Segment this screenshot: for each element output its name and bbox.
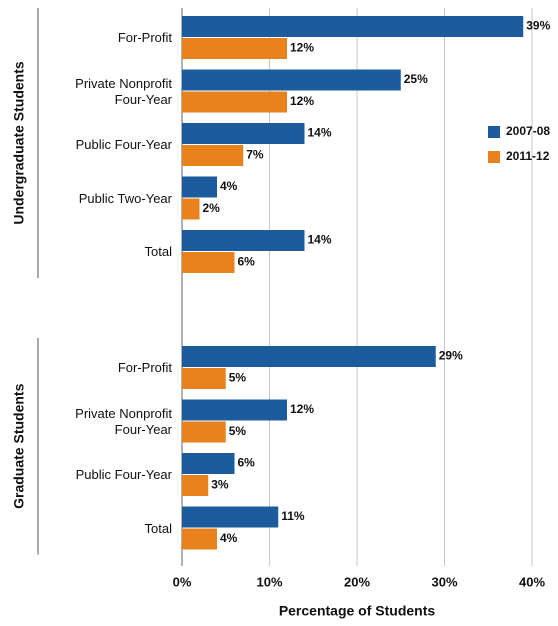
data-label: 39% [526, 19, 550, 33]
bar [182, 346, 436, 367]
bar [182, 230, 305, 251]
group-label: Graduate Students [11, 383, 27, 508]
category-label: Public Four-Year [75, 467, 172, 482]
data-label: 14% [308, 126, 332, 140]
x-tick-label: 10% [256, 574, 282, 589]
x-tick-label: 30% [431, 574, 457, 589]
category-label: Private Nonprofit Four-Year [75, 405, 172, 437]
data-label: 3% [211, 478, 229, 492]
bar [182, 453, 235, 474]
bar [182, 399, 287, 421]
x-axis-label: Percentage of Students [279, 603, 436, 619]
data-label: 4% [220, 179, 238, 193]
x-tick-label: 0% [173, 574, 192, 589]
bar [182, 176, 217, 198]
data-label: 5% [229, 371, 247, 385]
data-label: 29% [439, 349, 463, 363]
data-label: 12% [290, 402, 314, 416]
bar [182, 16, 524, 37]
bar [182, 368, 226, 389]
bar [182, 421, 226, 443]
data-label: 25% [404, 72, 428, 86]
bar [182, 198, 200, 220]
x-tick-label: 40% [519, 574, 545, 589]
x-tick-label: 20% [344, 574, 370, 589]
category-label: Public Four-Year [75, 137, 172, 152]
bar [182, 506, 279, 528]
legend-swatch [488, 126, 500, 138]
bar [182, 69, 401, 91]
bar [182, 252, 235, 273]
bar [182, 528, 217, 550]
category-label: Total [144, 244, 172, 259]
bar [182, 475, 209, 496]
data-label: 4% [220, 531, 238, 545]
bar [182, 145, 244, 166]
data-label: 5% [229, 424, 247, 438]
data-label: 14% [308, 233, 332, 247]
category-label: For-Profit [117, 30, 172, 45]
category-label: For-Profit [117, 360, 172, 375]
category-label: Total [144, 520, 172, 536]
category-label: Private Nonprofit Four-Year [75, 75, 172, 107]
legend-label: 2011-12 [506, 149, 550, 163]
data-label: 6% [238, 255, 256, 269]
data-label: 11% [281, 509, 305, 523]
legend-label: 2007-08 [506, 124, 550, 138]
data-label: 7% [246, 148, 264, 162]
legend-swatch [488, 151, 500, 163]
bar [182, 38, 287, 59]
data-label: 12% [290, 94, 314, 108]
data-label: 6% [238, 456, 256, 470]
group-label: Undergraduate Students [11, 61, 27, 225]
data-label: 12% [290, 41, 314, 55]
bar [182, 123, 305, 144]
category-label: Public Two-Year [78, 190, 172, 206]
bar [182, 91, 287, 113]
data-label: 2% [203, 201, 221, 215]
